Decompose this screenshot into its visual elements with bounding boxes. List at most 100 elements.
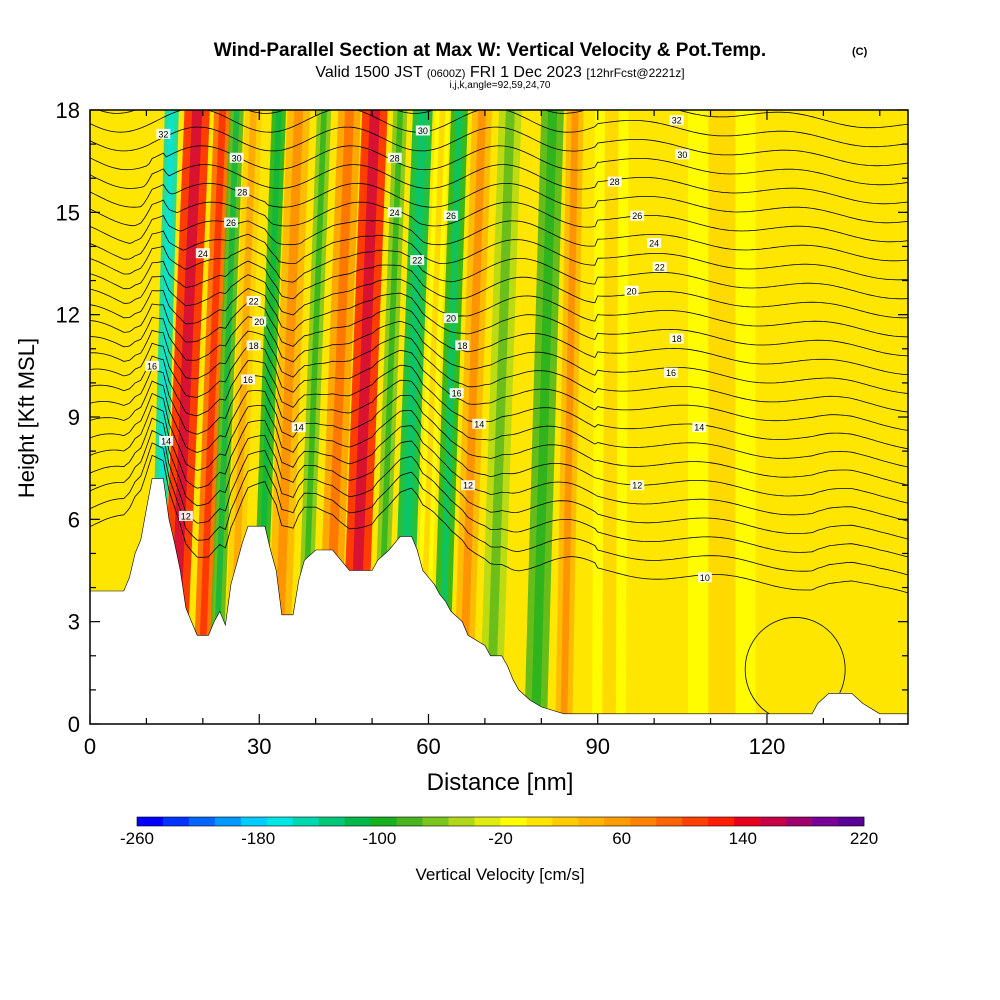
contour-label-bg — [624, 285, 639, 296]
contour-label-25: 28 — [607, 176, 622, 187]
x-axis-label: Distance [nm] — [427, 769, 574, 796]
contour-label-12: 12 — [178, 510, 193, 521]
contour-label-text: 14 — [161, 436, 171, 446]
contour-label-29: 20 — [624, 285, 639, 296]
contour-label-text: 14 — [294, 423, 304, 433]
contour-label-bg — [449, 388, 464, 399]
isentrope-16 — [90, 245, 908, 300]
isentrope-12 — [90, 302, 908, 376]
contour-label-text: 14 — [694, 423, 704, 433]
contour-label-27: 24 — [647, 238, 662, 249]
y-tick-label: 12 — [56, 303, 80, 328]
contour-label-10: 14 — [291, 422, 306, 433]
contour-label-bg — [460, 480, 475, 491]
contour-label-21: 14 — [472, 418, 487, 429]
colorbar-swatch — [578, 817, 605, 826]
contour-label-bg — [647, 238, 662, 249]
contour-label-text: 28 — [237, 187, 247, 197]
colorbar-swatch — [708, 817, 735, 826]
isentrope-8 — [90, 355, 908, 450]
velocity-band-core-3 — [211, 110, 240, 724]
colorbar-swatch — [682, 817, 709, 826]
isentrope-11 — [90, 316, 908, 394]
x-tick-label: 90 — [585, 734, 609, 759]
contour-label-bg — [652, 261, 667, 272]
velocity-band-core-16 — [531, 110, 558, 724]
x-tick-label: 30 — [247, 734, 271, 759]
contour-label-bg — [235, 186, 250, 197]
contour-label-bg — [195, 248, 210, 259]
contour-label-bg — [159, 435, 174, 446]
contour-label-text: 24 — [649, 239, 659, 249]
y-tick-label: 6 — [68, 507, 80, 532]
contour-label-6: 20 — [252, 316, 267, 327]
contour-label-bg — [455, 340, 470, 351]
contour-label-text: 22 — [412, 256, 422, 266]
contour-label-text: 16 — [147, 361, 157, 371]
isentrope-4 — [90, 405, 908, 522]
contour-label-31: 16 — [664, 367, 679, 378]
contour-label-14: 28 — [387, 152, 402, 163]
contour-label-30: 18 — [669, 333, 684, 344]
isentrope-20 — [90, 182, 908, 224]
colorbar-swatch — [474, 817, 501, 826]
contour-label-text: 24 — [198, 249, 208, 259]
velocity-band-core-15 — [486, 110, 515, 724]
contour-label-bg — [444, 210, 459, 221]
contour-label-text: 32 — [672, 116, 682, 126]
isentrope-23 — [90, 126, 908, 167]
colorbar-swatch — [604, 817, 631, 826]
colorbar-label: Vertical Velocity [cm/s] — [415, 865, 584, 884]
colorbar-swatch — [760, 817, 787, 826]
contour-label-bg — [387, 152, 402, 163]
contour-label-text: 12 — [463, 481, 473, 491]
isentrope-15 — [90, 260, 908, 319]
contour-label-text: 30 — [677, 150, 687, 160]
colorbar-swatch — [318, 817, 346, 826]
subtitle-utc: (0600Z) — [427, 68, 466, 80]
contour-label-bg — [145, 360, 160, 371]
contour-label-bg — [630, 210, 645, 221]
colorbar-tick-label: -100 — [362, 829, 396, 848]
contour-label-bg — [444, 313, 459, 324]
isentrope-13 — [90, 288, 908, 357]
contour-label-text: 22 — [249, 297, 259, 307]
isentrope-14 — [90, 274, 908, 338]
contour-label-2: 28 — [235, 186, 250, 197]
contour-label-bg — [224, 217, 239, 228]
contour-label-bg — [240, 374, 255, 385]
colorbar-swatch — [734, 817, 761, 826]
y-axis: 0 3 6 9 12 15 18 — [56, 98, 908, 737]
velocity-band-core-19 — [708, 110, 736, 724]
isentrope-2 — [90, 429, 908, 558]
contour-label-bg — [246, 340, 261, 351]
theta-contours — [90, 0, 908, 722]
colorbar-swatch — [396, 817, 423, 826]
x-tick-label: 0 — [84, 734, 96, 759]
contour-label-24: 30 — [675, 149, 690, 160]
contour-label-bg — [229, 152, 244, 163]
contour-label-text: 20 — [446, 314, 456, 324]
colorbar-tick-labels: -260 -180 -100 -20 60 140 220 — [120, 829, 878, 848]
colorbar — [136, 816, 865, 827]
colorbar-swatch — [162, 817, 190, 826]
contour-label-text: 12 — [632, 481, 642, 491]
contour-label-text: 32 — [158, 129, 168, 139]
velocity-band-core-13 — [436, 110, 463, 724]
colorbar-tick-label: -180 — [241, 829, 275, 848]
colorbar-swatch — [266, 817, 294, 826]
contour-label-3: 26 — [224, 217, 239, 228]
isentrope-31 — [90, 0, 908, 14]
contour-label-text: 26 — [226, 218, 236, 228]
contour-label-17: 22 — [410, 255, 425, 266]
colorbar-frame — [136, 816, 865, 827]
y-tick-label: 3 — [68, 610, 80, 635]
isentrope-7 — [90, 368, 908, 468]
isentrope-5 — [90, 392, 908, 504]
isentrope-19 — [90, 199, 908, 243]
contour-label-15: 26 — [444, 210, 459, 221]
contour-label-text: 12 — [181, 511, 191, 521]
velocity-band-core-14 — [458, 110, 487, 724]
subtitle-date: FRI 1 Dec 2023 — [470, 64, 582, 81]
